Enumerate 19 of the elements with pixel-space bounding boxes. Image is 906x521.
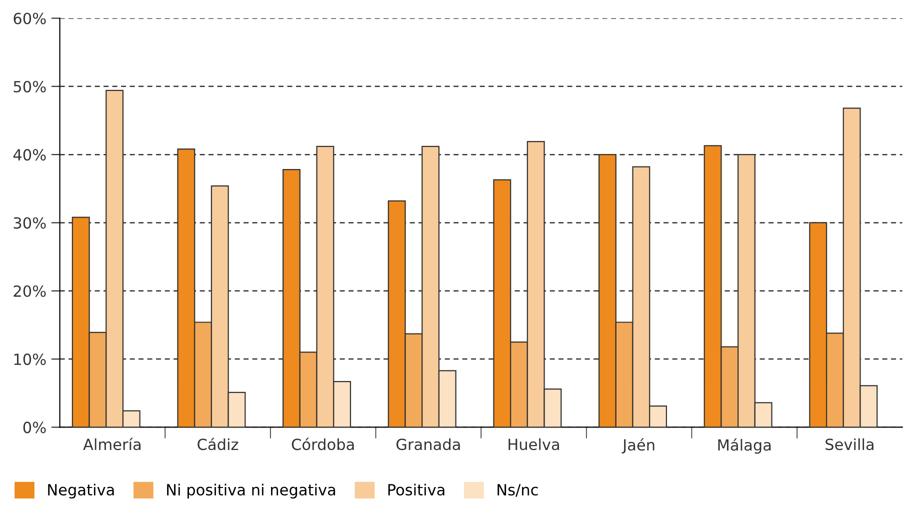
x-tick-label: Málaga xyxy=(718,438,771,454)
x-tick-label: Almería xyxy=(83,438,141,450)
legend-label: Negativa xyxy=(48,484,114,498)
y-tick-label: 40% xyxy=(13,149,46,161)
legend-label: Ns/nc xyxy=(498,484,538,497)
y-tick-label: 50% xyxy=(14,80,46,92)
x-tick-label: Jaén xyxy=(622,438,654,454)
legend-label: Positiva xyxy=(388,484,444,496)
y-tick-label: 10% xyxy=(14,354,46,366)
x-tick-label: Huelva xyxy=(508,438,559,450)
y-tick-label: 0% xyxy=(23,422,46,434)
x-tick-label: Cádiz xyxy=(198,438,238,450)
x-tick-label: Sevilla xyxy=(826,438,874,450)
legend-label: Ni positiva ni negativa xyxy=(167,484,336,498)
y-tick-label: 30% xyxy=(14,217,46,229)
x-tick-label: Córdoba xyxy=(292,438,354,450)
x-tick-label: Granada xyxy=(396,438,460,450)
y-tick-label: 20% xyxy=(14,285,46,297)
y-tick-label: 60% xyxy=(14,12,46,24)
